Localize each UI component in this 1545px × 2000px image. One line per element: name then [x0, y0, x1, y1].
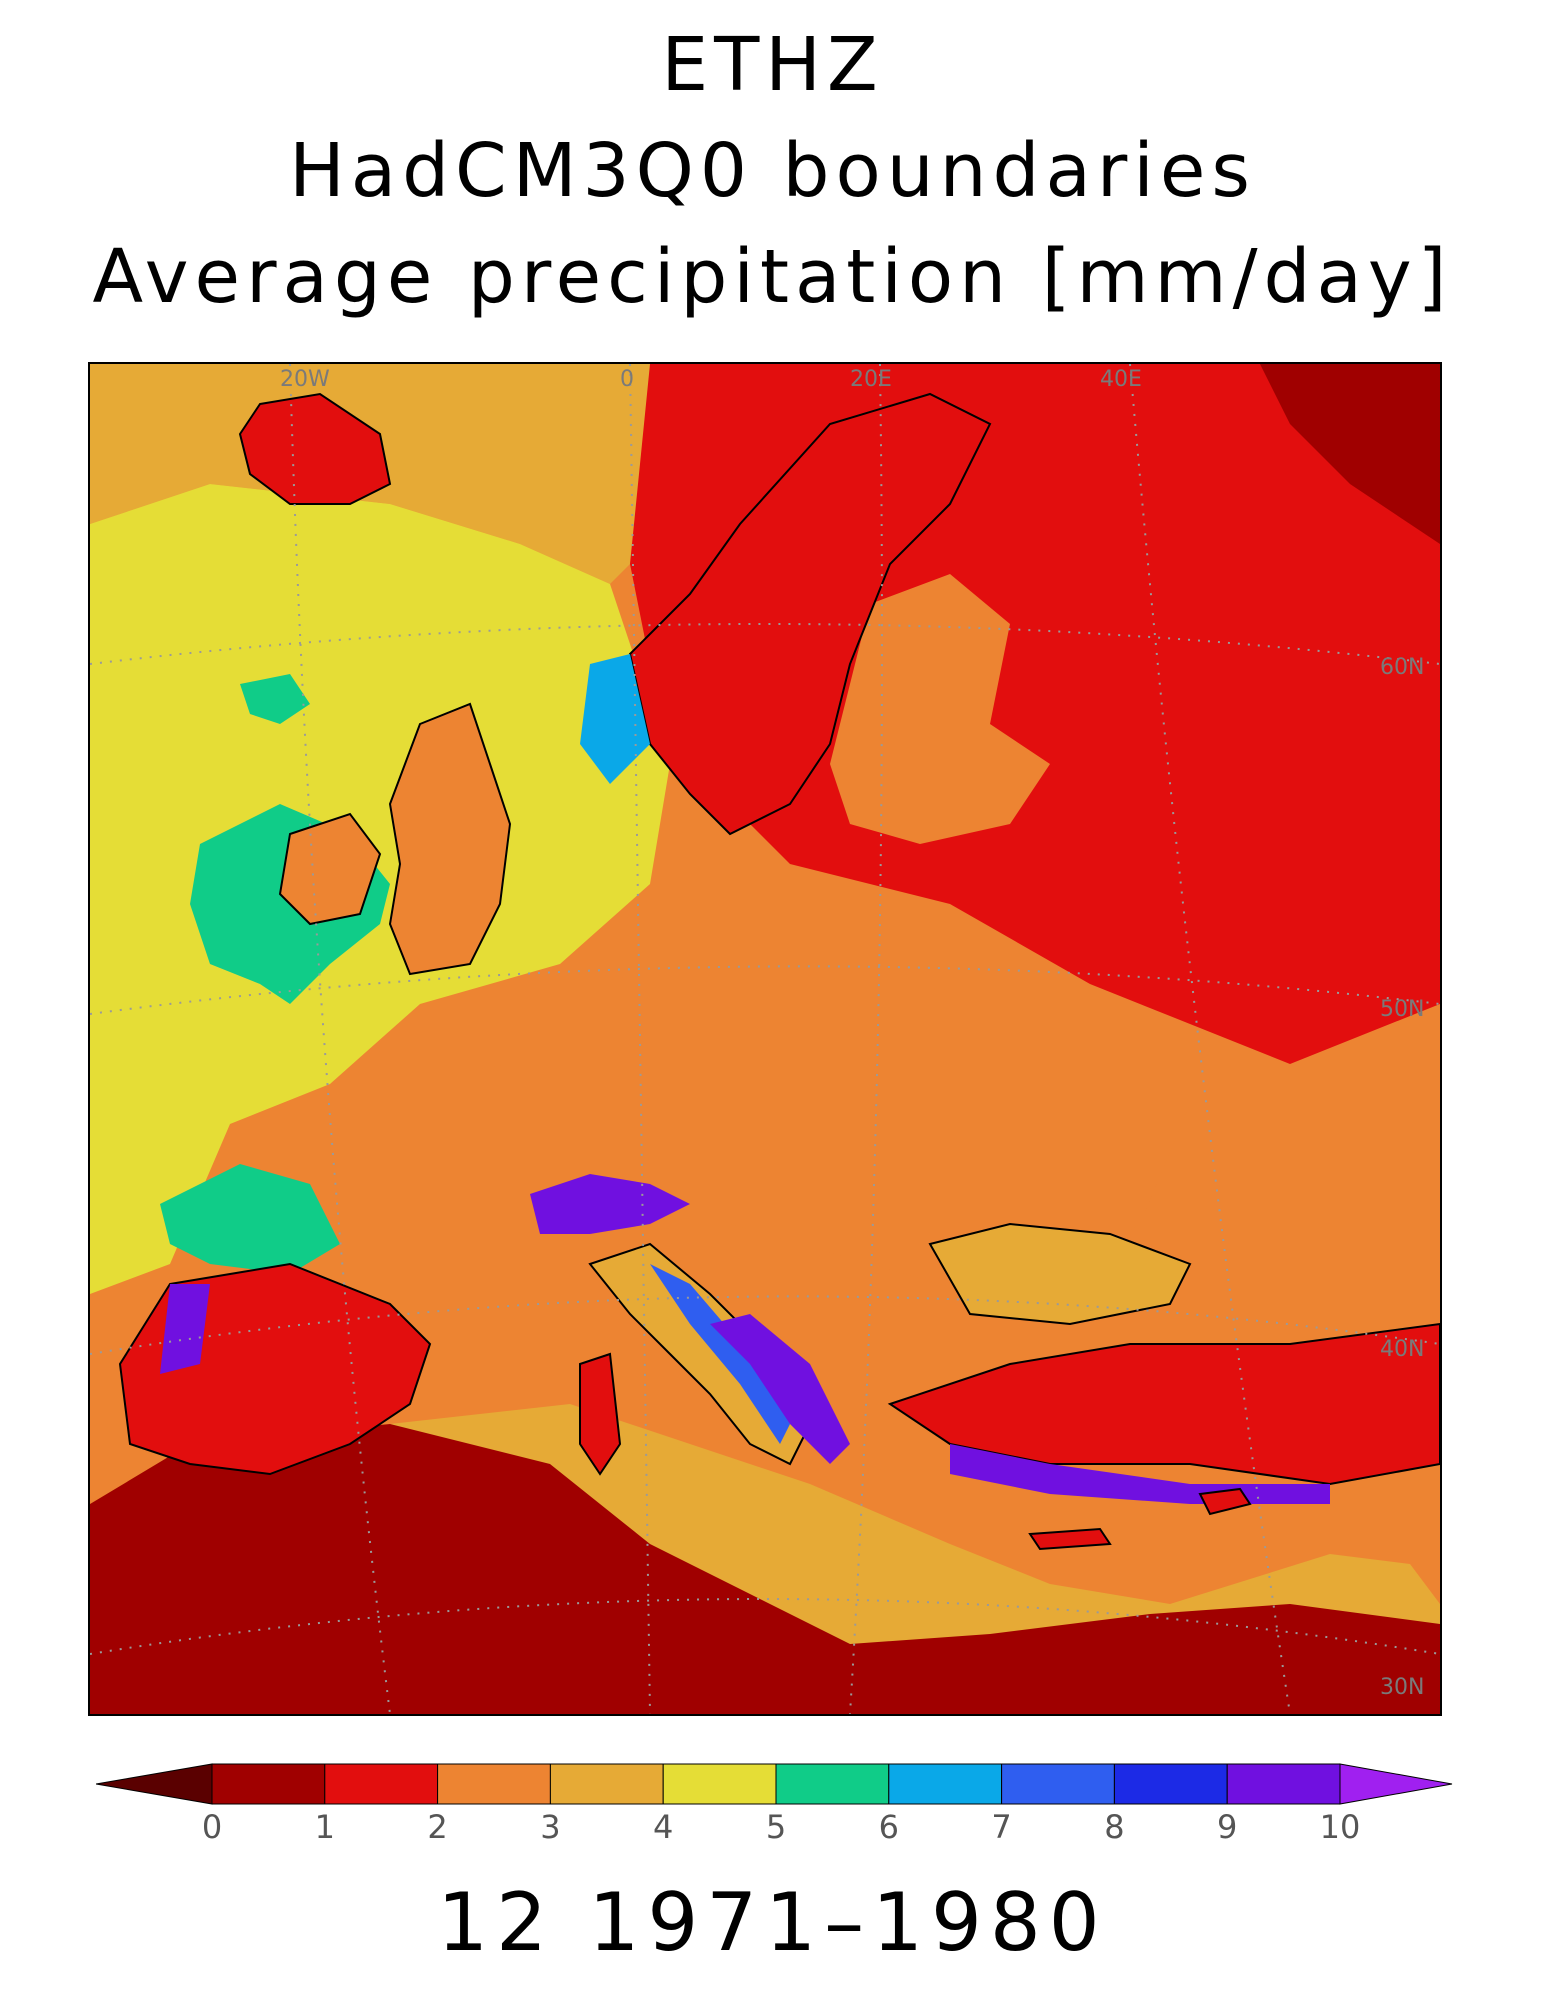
- colorbar-bin: [1001, 1763, 1115, 1805]
- colorbar-tick-label: 4: [653, 1808, 674, 1846]
- lat-label-50n: 50N: [1380, 997, 1424, 1022]
- corsica-sardinia: [579, 1352, 622, 1476]
- lat-label-30n: 30N: [1380, 1675, 1424, 1700]
- colorbar-bin: [549, 1763, 664, 1805]
- great-britain: [388, 702, 512, 976]
- atlantic-green-patch-2: [240, 674, 310, 724]
- galicia-wet: [160, 1284, 210, 1374]
- colorbar-bin: [211, 1763, 326, 1805]
- colorbar-tick-label: 9: [1217, 1808, 1238, 1846]
- alps-wet: [530, 1174, 690, 1234]
- biscay-green-patch: [160, 1164, 340, 1274]
- colorbar-under-arrow: [96, 1763, 213, 1805]
- colorbar-bin: [662, 1763, 777, 1805]
- colorbar-bin: [775, 1763, 890, 1805]
- colorbar-tick-labels: 0 1 2 3 4 5 6 7 8 9 10: [0, 1808, 1545, 1848]
- title-variable: Average precipitation [mm/day]: [92, 234, 1453, 320]
- lon-label-40e: 40E: [1100, 367, 1142, 392]
- colorbar-tick-label: 2: [427, 1808, 448, 1846]
- colorbar-tick-label: 0: [201, 1808, 223, 1846]
- colorbar-tick-label: 6: [878, 1808, 899, 1846]
- graticule: [90, 364, 1440, 1714]
- colorbar-tick-label: 3: [540, 1808, 561, 1846]
- colorbar-bin: [1226, 1763, 1341, 1805]
- dinaric-wet: [710, 1314, 850, 1464]
- colorbar: [96, 1763, 1453, 1805]
- lon-label-20e: 20E: [850, 367, 892, 392]
- colorbar-bin: [888, 1763, 1003, 1805]
- italy: [588, 1242, 812, 1466]
- colorbar-tick-label: 8: [1104, 1808, 1125, 1846]
- lat-label-60n: 60N: [1380, 655, 1424, 680]
- crete: [1028, 1527, 1112, 1551]
- iceland: [238, 392, 392, 505]
- black-sea: [928, 1222, 1192, 1326]
- baltic-region: [830, 574, 1050, 844]
- norway-coast-wet: [580, 654, 650, 784]
- colorbar-bin: [437, 1763, 551, 1805]
- colorbar-bins: [211, 1763, 1341, 1805]
- colorbar-bin: [324, 1763, 439, 1805]
- title-boundaries: HadCM3Q0 boundaries: [289, 128, 1256, 214]
- apennines-wet: [650, 1264, 790, 1444]
- map-svg: 20W 0 20E 40E 60N 50N 40N 30N: [90, 364, 1440, 1714]
- colorbar-over-arrow: [1339, 1763, 1453, 1805]
- colorbar-bin: [1113, 1763, 1228, 1805]
- north-africa: [90, 1424, 1440, 1714]
- precipitation-map: 20W 0 20E 40E 60N 50N 40N 30N: [88, 362, 1442, 1716]
- scandinavia: [628, 392, 992, 836]
- colorbar-tick-label: 5: [765, 1808, 787, 1846]
- atlantic-north-region: [90, 364, 690, 584]
- lon-label-0: 0: [620, 367, 634, 392]
- cyprus: [1198, 1487, 1252, 1516]
- ireland: [278, 812, 382, 926]
- lat-label-40n: 40N: [1380, 1337, 1424, 1362]
- lon-label-20w: 20W: [280, 367, 330, 392]
- colorbar-tick-label: 1: [314, 1808, 335, 1846]
- colorbar-tick-label: 10: [1319, 1808, 1361, 1846]
- colorbar-tick-label: 7: [991, 1808, 1012, 1846]
- title-institution: ETHZ: [661, 22, 884, 108]
- period-label: 12 1971–1980: [437, 1876, 1108, 1969]
- arctic-dark-red: [1260, 364, 1440, 544]
